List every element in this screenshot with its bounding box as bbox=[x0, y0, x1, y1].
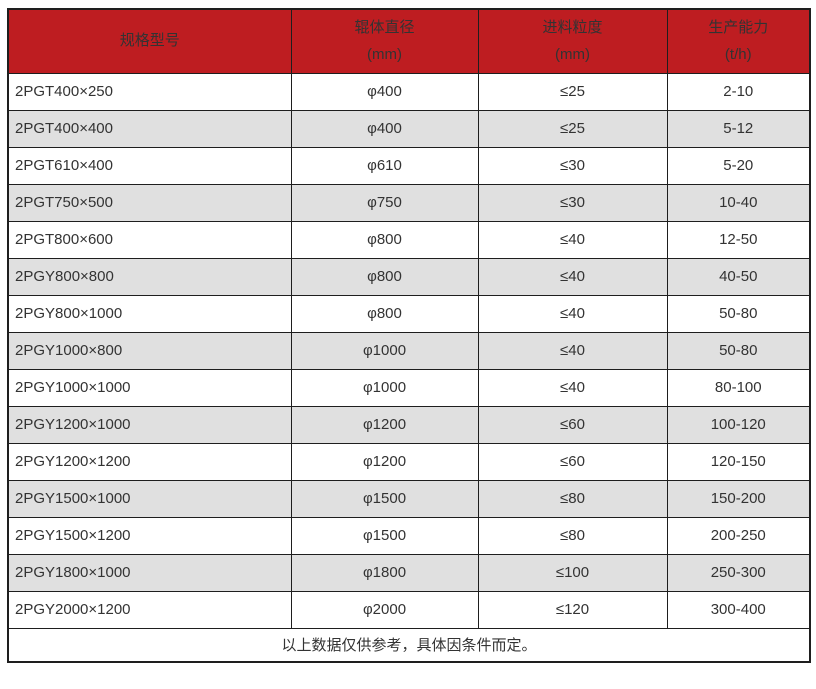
table-row: 2PGY1200×1200 φ1200 ≤60 120-150 bbox=[7, 442, 811, 481]
value-cell: φ2000 bbox=[290, 590, 479, 629]
footer-note: 以上数据仅供参考，具体因条件而定。 bbox=[7, 627, 811, 663]
value-cell: 2-10 bbox=[666, 72, 811, 111]
model-cell: 2PGY2000×1200 bbox=[7, 590, 292, 629]
footer-row: 以上数据仅供参考，具体因条件而定。 bbox=[7, 627, 811, 663]
value-cell: 200-250 bbox=[666, 516, 811, 555]
value-cell: φ1000 bbox=[290, 368, 479, 407]
column-header-model: 规格型号 bbox=[7, 8, 292, 74]
value-cell: 300-400 bbox=[666, 590, 811, 629]
column-header-capacity: 生产能力 (t/h) bbox=[666, 8, 811, 74]
value-cell: 5-12 bbox=[666, 109, 811, 148]
value-cell: ≤120 bbox=[477, 590, 668, 629]
value-cell: φ1200 bbox=[290, 405, 479, 444]
column-header-unit: (mm) bbox=[367, 45, 402, 63]
table-row: 2PGY1000×800 φ1000 ≤40 50-80 bbox=[7, 331, 811, 370]
column-header-feed-size: 进料粒度 (mm) bbox=[477, 8, 668, 74]
table-row: 2PGT800×600 φ800 ≤40 12-50 bbox=[7, 220, 811, 259]
value-cell: 150-200 bbox=[666, 479, 811, 518]
value-cell: 40-50 bbox=[666, 257, 811, 296]
column-header-roller-diameter: 辊体直径 (mm) bbox=[290, 8, 479, 74]
model-cell: 2PGT400×250 bbox=[7, 72, 292, 111]
value-cell: ≤25 bbox=[477, 109, 668, 148]
spec-table: 规格型号 辊体直径 (mm) 进料粒度 (mm) 生产能力 (t/h) 2PGT… bbox=[7, 8, 811, 663]
value-cell: 10-40 bbox=[666, 183, 811, 222]
table-row: 2PGY800×800 φ800 ≤40 40-50 bbox=[7, 257, 811, 296]
value-cell: 50-80 bbox=[666, 294, 811, 333]
value-cell: φ1800 bbox=[290, 553, 479, 592]
value-cell: ≤40 bbox=[477, 368, 668, 407]
table-row: 2PGY1500×1000 φ1500 ≤80 150-200 bbox=[7, 479, 811, 518]
table-row: 2PGT400×400 φ400 ≤25 5-12 bbox=[7, 109, 811, 148]
column-header-unit: (t/h) bbox=[724, 45, 752, 63]
table-row: 2PGY1800×1000 φ1800 ≤100 250-300 bbox=[7, 553, 811, 592]
value-cell: φ1000 bbox=[290, 331, 479, 370]
table-body: 2PGT400×250 φ400 ≤25 2-10 2PGT400×400 φ400 ≤25… bbox=[7, 72, 811, 629]
value-cell: ≤40 bbox=[477, 294, 668, 333]
table-row: 2PGY2000×1200 φ2000 ≤120 300-400 bbox=[7, 590, 811, 629]
table-row: 2PGT400×250 φ400 ≤25 2-10 bbox=[7, 72, 811, 111]
model-cell: 2PGY1000×800 bbox=[7, 331, 292, 370]
value-cell: ≤60 bbox=[477, 405, 668, 444]
model-cell: 2PGY1000×1000 bbox=[7, 368, 292, 407]
model-cell: 2PGT800×600 bbox=[7, 220, 292, 259]
model-cell: 2PGT400×400 bbox=[7, 109, 292, 148]
value-cell: ≤60 bbox=[477, 442, 668, 481]
value-cell: 120-150 bbox=[666, 442, 811, 481]
table-row: 2PGT610×400 φ610 ≤30 5-20 bbox=[7, 146, 811, 185]
column-header-label: 辊体直径 bbox=[354, 18, 415, 36]
value-cell: φ1200 bbox=[290, 442, 479, 481]
table-row: 2PGY1000×1000 φ1000 ≤40 80-100 bbox=[7, 368, 811, 407]
model-cell: 2PGY1500×1200 bbox=[7, 516, 292, 555]
value-cell: 5-20 bbox=[666, 146, 811, 185]
value-cell: ≤40 bbox=[477, 331, 668, 370]
value-cell: φ800 bbox=[290, 257, 479, 296]
table-row: 2PGT750×500 φ750 ≤30 10-40 bbox=[7, 183, 811, 222]
value-cell: 250-300 bbox=[666, 553, 811, 592]
value-cell: 50-80 bbox=[666, 331, 811, 370]
column-header-label: 进料粒度 bbox=[542, 18, 603, 36]
value-cell: φ800 bbox=[290, 294, 479, 333]
model-cell: 2PGY800×1000 bbox=[7, 294, 292, 333]
value-cell: φ800 bbox=[290, 220, 479, 259]
column-header-unit: (mm) bbox=[555, 45, 590, 63]
model-cell: 2PGY1200×1000 bbox=[7, 405, 292, 444]
column-header-label: 生产能力 bbox=[708, 18, 769, 36]
model-cell: 2PGT610×400 bbox=[7, 146, 292, 185]
column-header-label: 规格型号 bbox=[119, 32, 180, 50]
value-cell: φ400 bbox=[290, 109, 479, 148]
model-cell: 2PGT750×500 bbox=[7, 183, 292, 222]
header-row: 规格型号 辊体直径 (mm) 进料粒度 (mm) 生产能力 (t/h) bbox=[7, 8, 811, 74]
value-cell: φ1500 bbox=[290, 516, 479, 555]
model-cell: 2PGY800×800 bbox=[7, 257, 292, 296]
value-cell: φ750 bbox=[290, 183, 479, 222]
value-cell: 100-120 bbox=[666, 405, 811, 444]
value-cell: φ610 bbox=[290, 146, 479, 185]
model-cell: 2PGY1800×1000 bbox=[7, 553, 292, 592]
value-cell: ≤80 bbox=[477, 479, 668, 518]
table-row: 2PGY1200×1000 φ1200 ≤60 100-120 bbox=[7, 405, 811, 444]
value-cell: φ400 bbox=[290, 72, 479, 111]
table-row: 2PGY800×1000 φ800 ≤40 50-80 bbox=[7, 294, 811, 333]
value-cell: 12-50 bbox=[666, 220, 811, 259]
model-cell: 2PGY1200×1200 bbox=[7, 442, 292, 481]
value-cell: 80-100 bbox=[666, 368, 811, 407]
table-row: 2PGY1500×1200 φ1500 ≤80 200-250 bbox=[7, 516, 811, 555]
value-cell: ≤30 bbox=[477, 146, 668, 185]
value-cell: ≤40 bbox=[477, 257, 668, 296]
model-cell: 2PGY1500×1000 bbox=[7, 479, 292, 518]
value-cell: ≤25 bbox=[477, 72, 668, 111]
value-cell: ≤30 bbox=[477, 183, 668, 222]
value-cell: ≤80 bbox=[477, 516, 668, 555]
value-cell: ≤40 bbox=[477, 220, 668, 259]
value-cell: φ1500 bbox=[290, 479, 479, 518]
value-cell: ≤100 bbox=[477, 553, 668, 592]
